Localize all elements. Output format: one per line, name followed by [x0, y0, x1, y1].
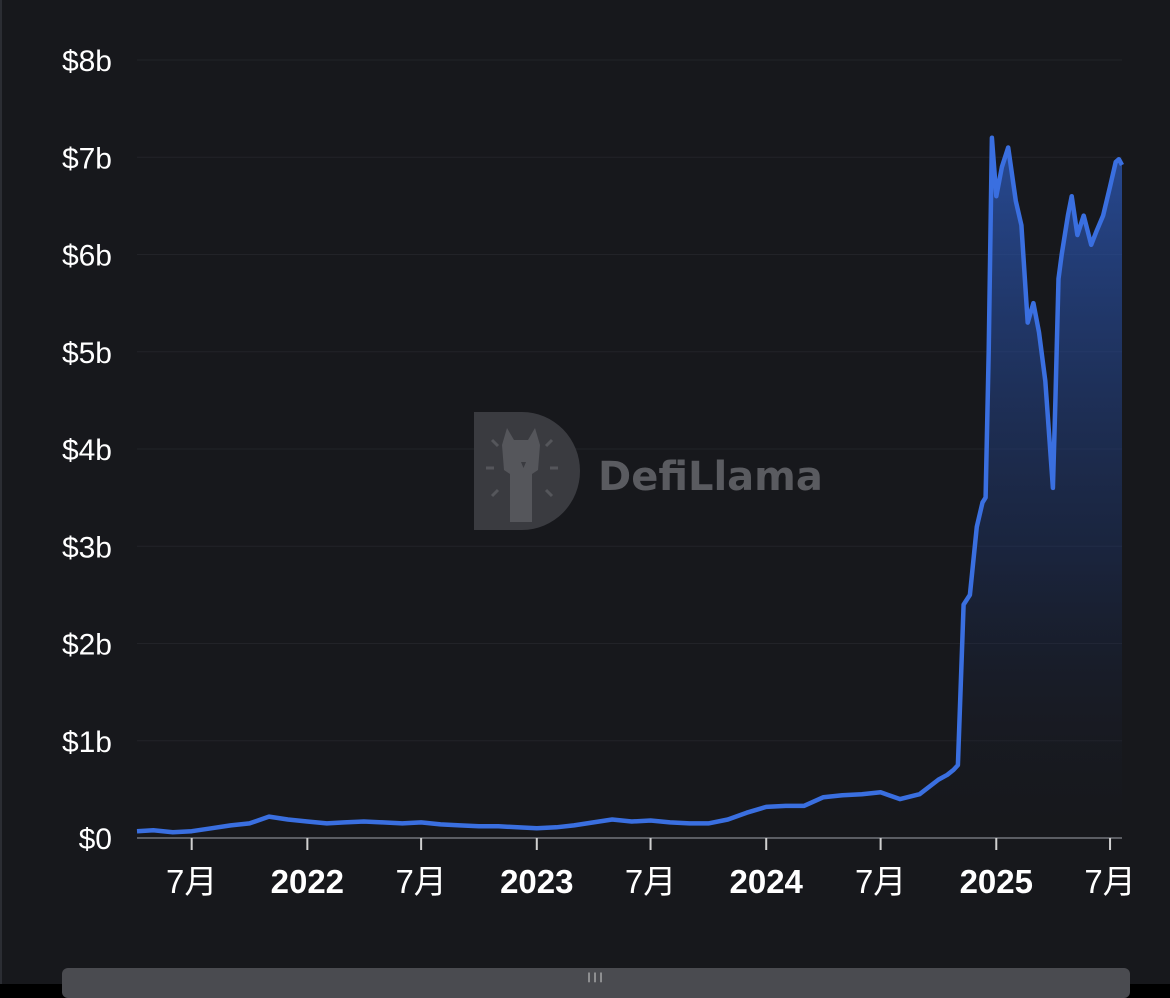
y-tick-label: $1b — [62, 726, 112, 759]
x-tick-label: 7月 — [1084, 863, 1135, 900]
x-tick-label: 2023 — [500, 863, 573, 900]
range-scrollbar[interactable]: ||| — [62, 968, 1130, 998]
y-axis: $0 $1b $2b $3b $4b $5b $6b $7b $8b — [62, 45, 112, 856]
x-tick-label: 2025 — [960, 863, 1033, 900]
x-axis: 7月 2022 7月 2023 7月 2024 7月 2025 7月 — [166, 838, 1136, 900]
y-tick-label: $2b — [62, 629, 112, 662]
y-tick-label: $5b — [62, 337, 112, 370]
y-tick-label: $7b — [62, 142, 112, 175]
y-tick-label: $6b — [62, 240, 112, 273]
x-tick-label: 7月 — [625, 863, 676, 900]
x-tick-label: 2024 — [730, 863, 804, 900]
gridlines — [137, 59, 1122, 742]
x-tick-label: 7月 — [395, 863, 446, 900]
y-tick-label: $0 — [79, 823, 112, 856]
grip-lines-icon[interactable]: ||| — [586, 972, 605, 983]
x-tick-label: 2022 — [271, 863, 344, 900]
x-tick-label: 7月 — [166, 863, 217, 900]
x-tick-label: 7月 — [855, 863, 906, 900]
watermark: DefiLlama — [474, 412, 823, 530]
series-area — [137, 137, 1122, 839]
y-tick-label: $8b — [62, 45, 112, 78]
y-tick-label: $3b — [62, 531, 112, 564]
series-line — [136, 135, 1124, 835]
y-tick-label: $4b — [62, 434, 112, 467]
watermark-text: DefiLlama — [598, 454, 823, 500]
llama-logo-icon — [474, 412, 580, 530]
